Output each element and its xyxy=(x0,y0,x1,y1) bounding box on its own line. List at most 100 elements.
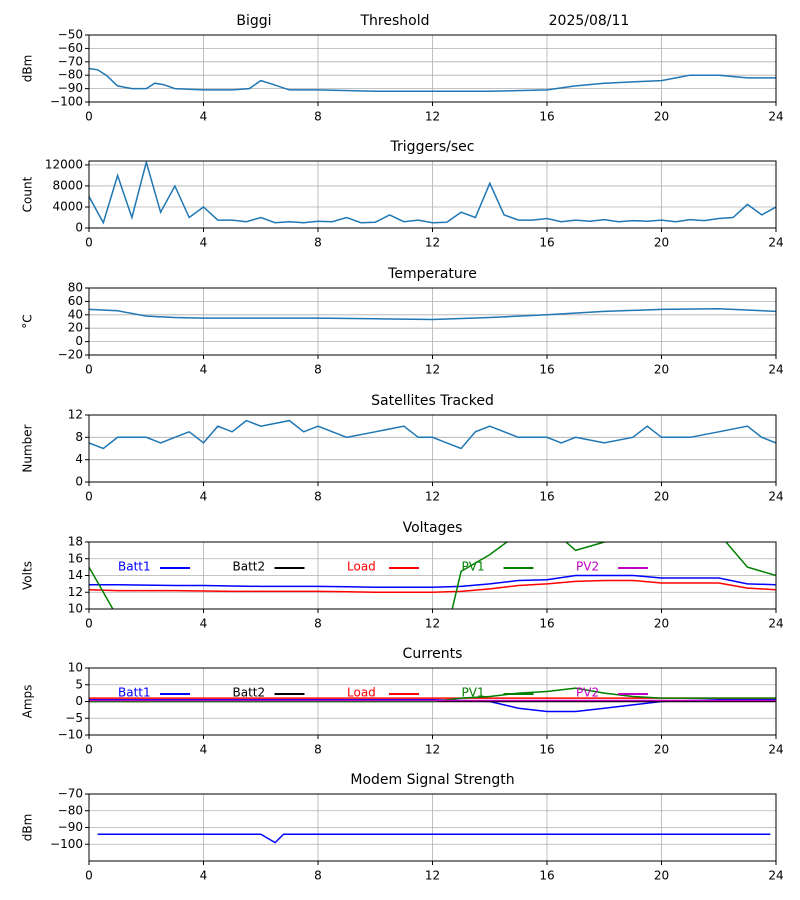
panel: Threshold Biggi 2025/08/11 dBm 0 4 8 12 16 20 24 −1… xyxy=(21,13,784,124)
y-tick-label: −100 xyxy=(50,95,83,109)
y-tick-label: −60 xyxy=(58,41,83,55)
y-tick-label: −20 xyxy=(58,348,83,362)
x-tick-label: 24 xyxy=(768,236,783,250)
x-tick-label: 8 xyxy=(314,110,322,124)
legend-label: Batt2 xyxy=(233,686,266,700)
x-tick-label: 12 xyxy=(425,363,440,377)
x-tick-label: 12 xyxy=(425,236,440,250)
x-tick-label: 4 xyxy=(200,743,208,757)
x-tick-label: 0 xyxy=(85,743,93,757)
chart-title: Modem Signal Strength xyxy=(350,772,514,788)
x-tick-label: 20 xyxy=(654,363,669,377)
x-tick-label: 16 xyxy=(539,110,554,124)
data-line xyxy=(89,579,776,594)
legend-label: PV2 xyxy=(576,560,599,574)
legend-label: Load xyxy=(347,686,376,700)
y-tick-label: 40 xyxy=(68,307,83,321)
y-tick-label: −100 xyxy=(50,837,83,851)
plot-frame xyxy=(88,287,777,356)
x-tick-label: 20 xyxy=(654,236,669,250)
x-tick-label: 8 xyxy=(314,617,322,631)
y-axis-label: Volts xyxy=(21,561,35,590)
y-tick-label: 0 xyxy=(75,221,83,235)
y-tick-label: 5 xyxy=(75,677,83,691)
data-line xyxy=(89,161,776,225)
x-tick-label: 12 xyxy=(425,110,440,124)
y-tick-label: −80 xyxy=(58,68,83,82)
x-tick-label: 16 xyxy=(539,490,554,504)
data-line xyxy=(89,574,776,588)
data-line xyxy=(89,687,776,703)
x-tick-label: 20 xyxy=(654,490,669,504)
y-tick-label: 0 xyxy=(75,475,83,489)
plot-frame xyxy=(88,414,777,483)
x-tick-label: 12 xyxy=(425,490,440,504)
y-tick-label: 0 xyxy=(75,334,83,348)
x-tick-label: 20 xyxy=(654,110,669,124)
plot-frame xyxy=(88,541,777,610)
x-tick-label: 24 xyxy=(768,617,783,631)
x-tick-label: 24 xyxy=(768,743,783,757)
y-tick-label: 12000 xyxy=(45,157,83,171)
x-tick-label: 4 xyxy=(200,617,208,631)
y-axis-label: °C xyxy=(21,314,35,328)
x-tick-label: 24 xyxy=(768,110,783,124)
x-tick-label: 0 xyxy=(85,363,93,377)
y-tick-label: 4 xyxy=(75,452,83,466)
chart-title: Triggers/sec xyxy=(390,139,475,155)
x-tick-label: 12 xyxy=(425,743,440,757)
x-tick-label: 16 xyxy=(539,617,554,631)
y-tick-label: 16 xyxy=(68,551,83,565)
y-tick-label: −80 xyxy=(58,803,83,817)
y-tick-label: 12 xyxy=(68,408,83,422)
y-tick-label: 18 xyxy=(68,535,83,549)
chart-title: Threshold xyxy=(360,13,430,29)
x-tick-label: 8 xyxy=(314,363,322,377)
x-tick-label: 8 xyxy=(314,236,322,250)
y-tick-label: −5 xyxy=(65,711,83,725)
panel: Voltages Volts 0 4 8 12 16 20 24 10 12 14 16 18 Batt1 B… xyxy=(21,520,784,631)
legend-label: PV1 xyxy=(462,686,485,700)
y-axis-label: Count xyxy=(21,176,35,212)
data-line xyxy=(89,419,776,450)
panel: Currents Amps 0 4 8 12 16 20 24 −10 −5 0 5 10 Batt1 Bat… xyxy=(21,646,784,757)
chart-title: Temperature xyxy=(387,266,477,282)
panel: Modem Signal Strength dBm 0 4 8 12 16 20 24 −100 −… xyxy=(21,772,784,883)
data-line xyxy=(97,833,771,844)
x-tick-label: 4 xyxy=(200,110,208,124)
y-axis-label: dBm xyxy=(21,814,35,842)
data-line xyxy=(89,308,776,321)
x-tick-label: 0 xyxy=(85,869,93,883)
y-tick-label: −90 xyxy=(58,820,83,834)
panel: Triggers/sec Count 0 4 8 12 16 20 24 0 4000 8000 120… xyxy=(21,139,784,250)
x-tick-label: 16 xyxy=(539,363,554,377)
y-tick-label: −70 xyxy=(58,54,83,68)
y-tick-label: 8000 xyxy=(52,178,83,192)
y-tick-label: 8 xyxy=(75,430,83,444)
chart-title: Voltages xyxy=(403,520,463,536)
chart-title: Currents xyxy=(403,646,463,662)
y-axis-label: Number xyxy=(21,424,35,472)
plot-frame xyxy=(88,34,777,103)
legend-label: PV1 xyxy=(462,560,485,574)
annotation: 2025/08/11 xyxy=(549,13,630,29)
y-tick-label: 60 xyxy=(68,294,83,308)
y-tick-label: 4000 xyxy=(52,199,83,213)
y-tick-label: 10 xyxy=(68,602,83,616)
chart-title: Satellites Tracked xyxy=(371,393,494,409)
x-tick-label: 24 xyxy=(768,490,783,504)
y-tick-label: −70 xyxy=(58,787,83,801)
y-tick-label: 14 xyxy=(68,568,83,582)
y-tick-label: 10 xyxy=(68,661,83,675)
annotation: Biggi xyxy=(236,13,271,29)
x-tick-label: 4 xyxy=(200,869,208,883)
x-tick-label: 24 xyxy=(768,869,783,883)
y-tick-label: 0 xyxy=(75,694,83,708)
x-tick-label: 12 xyxy=(425,869,440,883)
y-axis-label: dBm xyxy=(21,55,35,83)
x-tick-label: 4 xyxy=(200,363,208,377)
x-tick-label: 4 xyxy=(200,236,208,250)
x-tick-label: 8 xyxy=(314,490,322,504)
